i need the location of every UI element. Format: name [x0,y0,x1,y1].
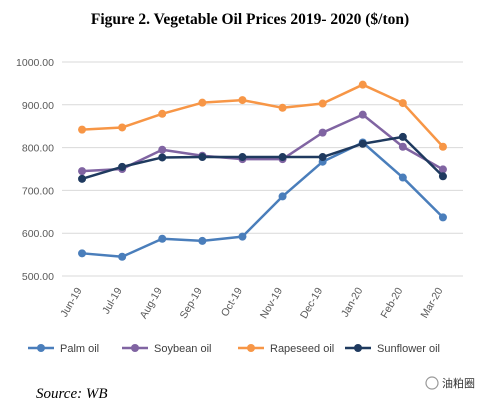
data-point [118,252,127,261]
x-tick-label: Aug-19 [138,285,165,320]
data-point [158,153,167,162]
data-point [158,145,167,154]
watermark-text: 油粕圈 [442,376,475,390]
x-tick-label: Jun-19 [58,285,85,319]
data-point [398,142,407,151]
series-line [81,135,444,181]
data-point [198,98,207,107]
series-line [81,113,444,173]
series-line [81,141,444,258]
x-tick-label: Oct-19 [219,285,245,318]
series-line [81,83,444,148]
x-tick-label: Sep-19 [178,285,205,320]
data-point [78,249,87,258]
wechat-icon [425,376,439,390]
data-point [78,125,87,134]
chart-title: Figure 2. Vegetable Oil Prices 2019- 202… [91,11,409,28]
data-point [158,234,167,243]
data-point [78,167,87,176]
data-point [238,153,247,162]
legend-swatch-marker [37,344,45,352]
legend-label: Palm oil [60,343,99,355]
y-tick-label: 1000.00 [16,57,54,69]
data-point [318,99,327,108]
legend-label: Soybean oil [154,343,212,355]
data-point [438,213,447,222]
series-rapeseed-oil [78,80,447,151]
data-point [278,103,287,112]
data-point [398,173,407,182]
legend-item: Rapeseed oil [238,343,334,355]
data-point [78,174,87,183]
x-tick-label: Dec-19 [298,285,325,320]
watermark: 油粕圈 [425,376,475,390]
x-tick-label: Jan-20 [339,285,366,319]
data-point [358,80,367,89]
legend-label: Rapeseed oil [270,343,334,355]
data-point [198,236,207,245]
data-point [238,96,247,105]
data-point [318,128,327,137]
y-tick-label: 500.00 [22,271,54,283]
y-tick-label: 600.00 [22,228,54,240]
data-point [438,165,447,174]
data-point [118,162,127,171]
x-axis-tick-labels: Jun-19 Jul-19 Aug-19 Sep-19 Oct-19 Nov-19 Dec-… [58,285,445,320]
y-tick-label: 900.00 [22,100,54,112]
series-sunflower-oil [78,132,447,183]
data-point [118,123,127,132]
y-tick-label: 800.00 [22,143,54,155]
data-point [198,153,207,162]
legend-swatch-marker [354,344,362,352]
data-point [398,132,407,141]
legend-item: Palm oil [28,343,99,355]
legend-swatch-marker [131,344,139,352]
x-tick-label: Nov-19 [258,285,285,320]
series-lines [78,80,447,261]
x-tick-label: Jul-19 [100,285,125,316]
data-point [278,192,287,201]
data-point [318,153,327,162]
legend-swatch-marker [247,344,255,352]
legend-item: Soybean oil [122,343,212,355]
legend: Palm oil Soybean oil Rapeseed oil Sunflower… [28,343,440,355]
data-point [438,172,447,181]
data-point [358,139,367,148]
data-point [238,232,247,241]
legend-item: Sunflower oil [345,343,440,355]
data-point [398,99,407,108]
data-point [358,110,367,119]
legend-label: Sunflower oil [377,343,440,355]
data-point [158,109,167,118]
data-point [278,153,287,162]
data-point [438,142,447,151]
y-axis-tick-labels: 500.00 600.00 700.00 800.00 900.00 1000.00 [16,57,54,283]
source-note: Source: WB [36,386,108,402]
y-tick-label: 700.00 [22,185,54,197]
x-tick-label: Feb-20 [378,285,405,320]
x-tick-label: Mar-20 [419,285,446,320]
